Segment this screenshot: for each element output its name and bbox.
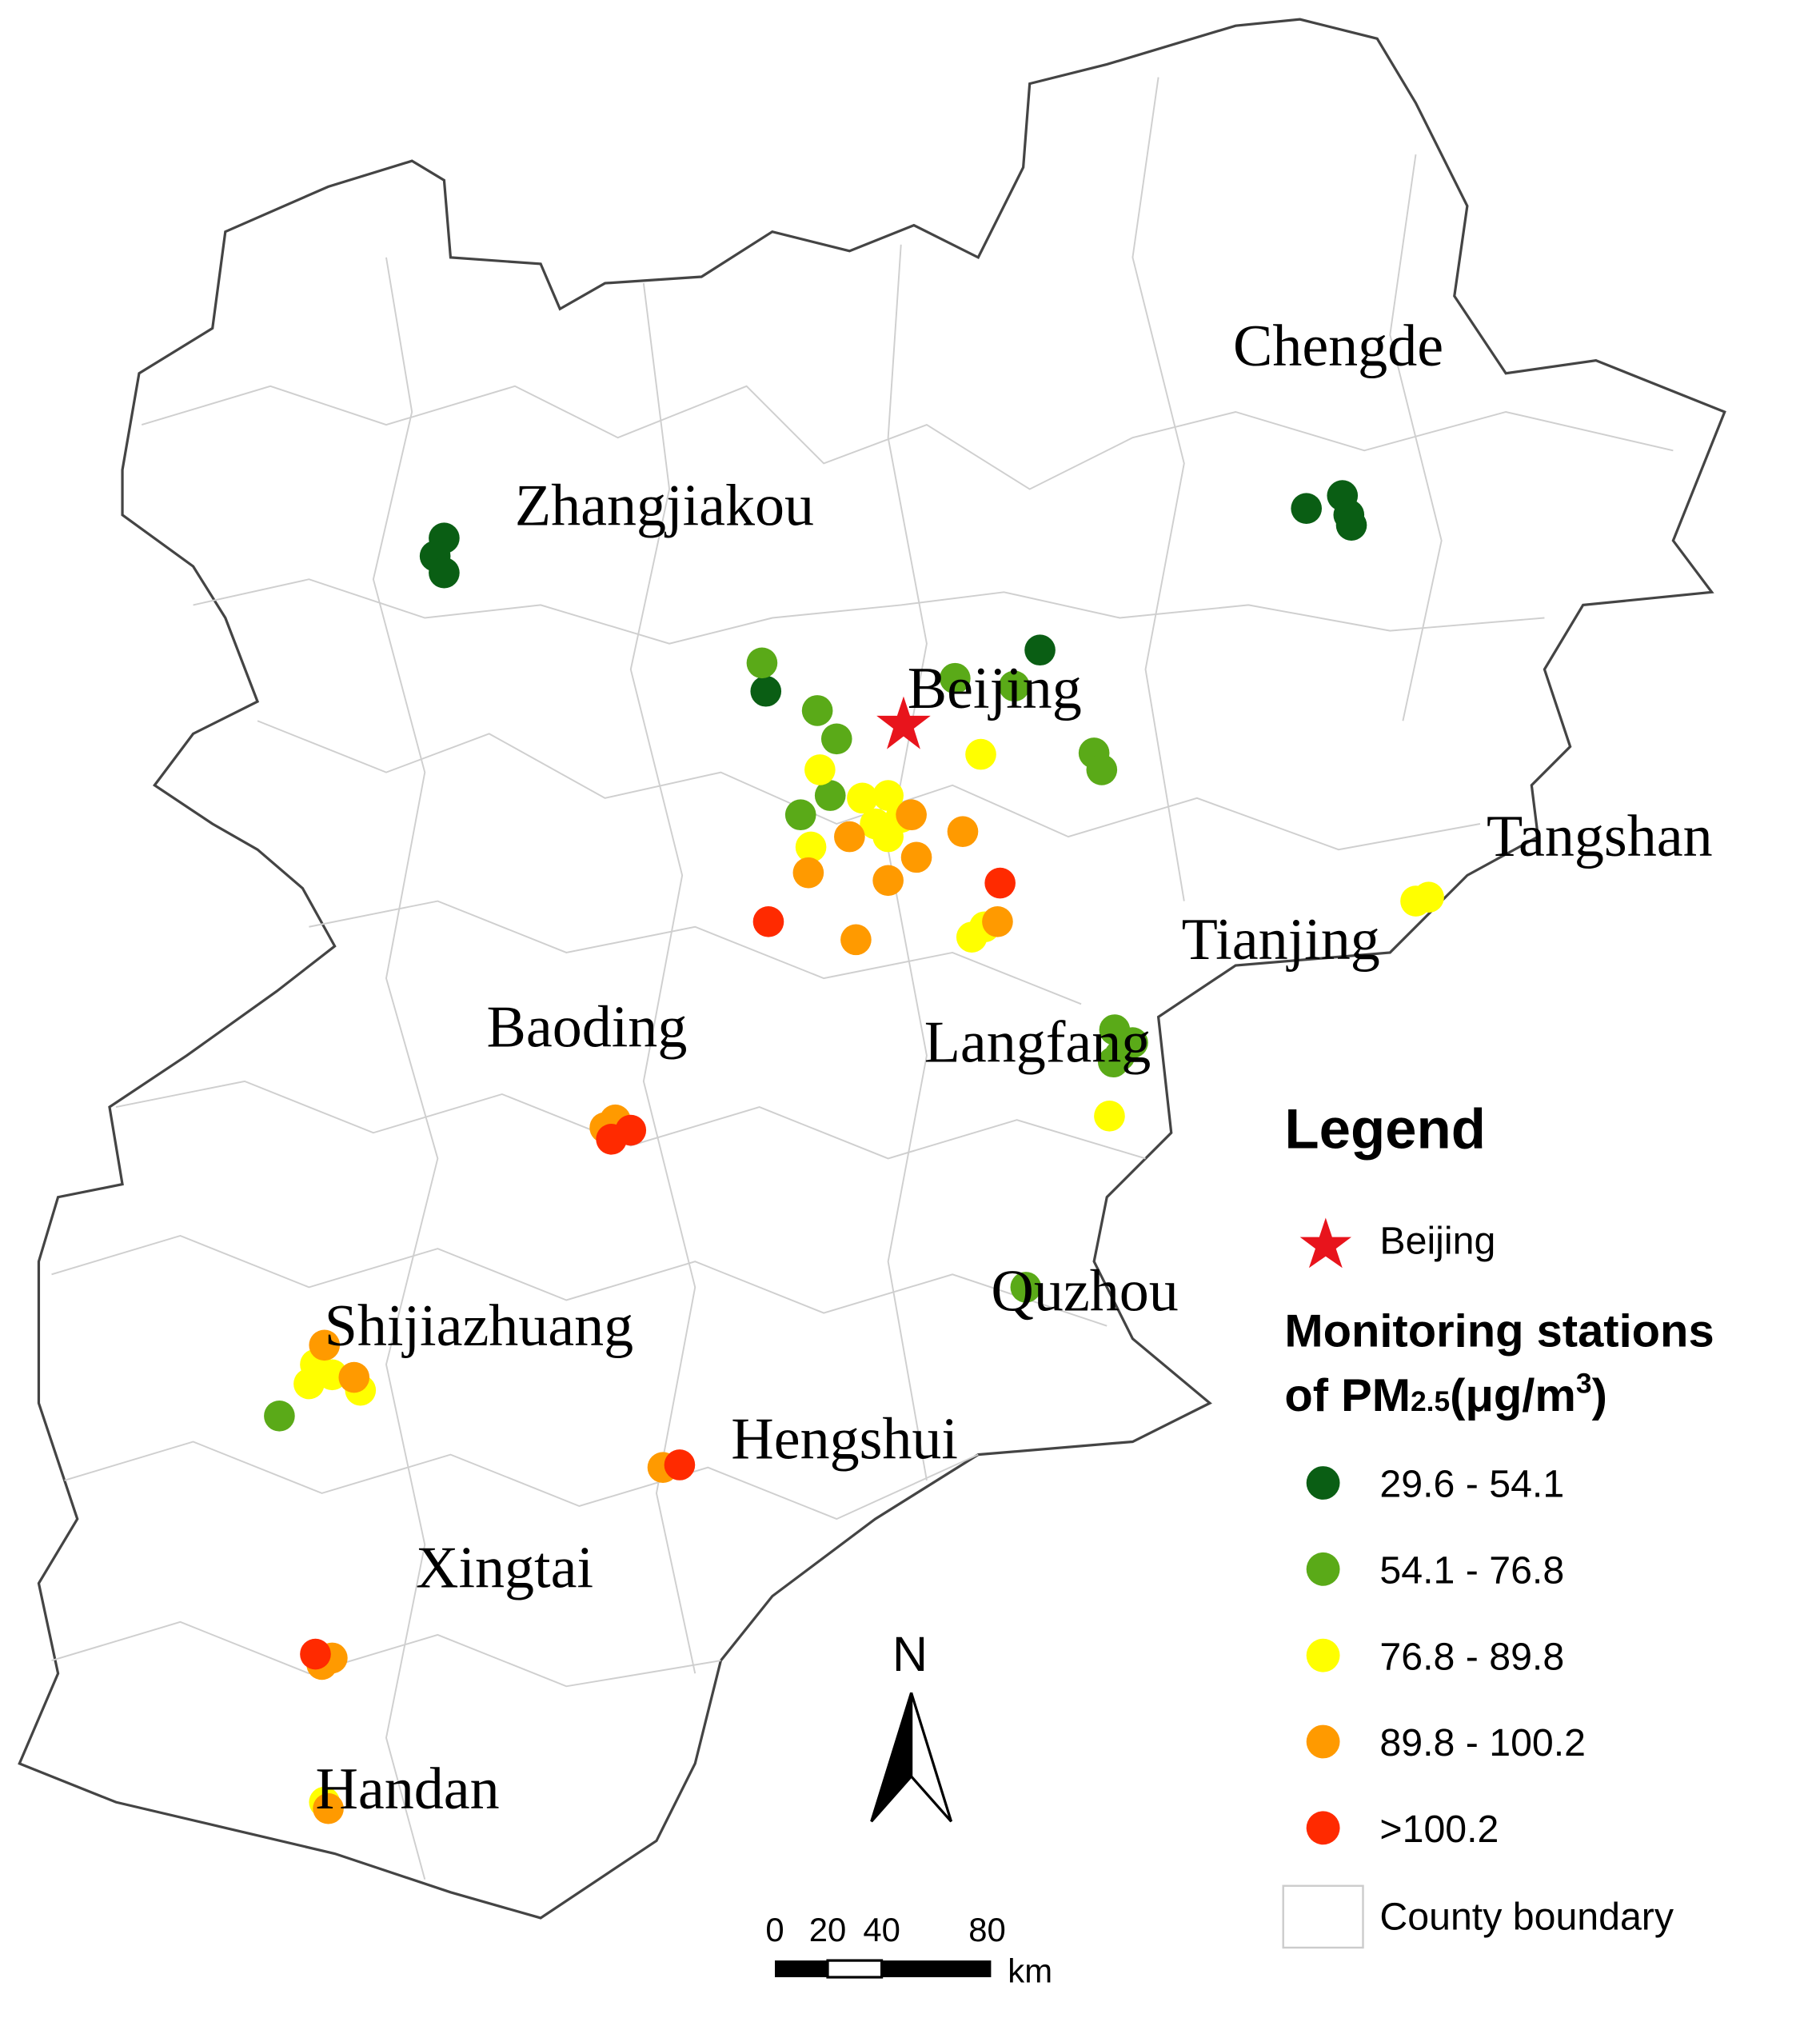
city-label: Chengde xyxy=(1233,314,1443,379)
stations xyxy=(264,480,1444,1824)
station xyxy=(300,1638,331,1670)
station xyxy=(999,670,1030,702)
legend-class-label: 76.8 - 89.8 xyxy=(1379,1635,1564,1678)
scale-label: 20 xyxy=(809,1911,847,1948)
legend-class-label: 54.1 - 76.8 xyxy=(1379,1549,1564,1592)
station xyxy=(1024,634,1056,666)
station xyxy=(746,647,778,679)
station xyxy=(752,906,784,937)
station xyxy=(750,675,782,707)
legend-swatch xyxy=(1306,1638,1340,1672)
city-label: Zhangjiakou xyxy=(515,474,814,539)
legend-swatch xyxy=(1306,1724,1340,1759)
station xyxy=(795,831,827,863)
station xyxy=(792,857,824,889)
city-label: Beijing xyxy=(908,656,1082,721)
legend-class-label: >100.2 xyxy=(1379,1808,1499,1851)
legend-class-label: 89.8 - 100.2 xyxy=(1379,1721,1586,1764)
station xyxy=(965,738,996,770)
legend-swatch xyxy=(1306,1466,1340,1500)
city-label: Tianjing xyxy=(1182,907,1380,973)
city-labels: Chengde Zhangjiakou Beijing Tangshan Tianjin… xyxy=(315,314,1712,1822)
station xyxy=(1335,509,1367,541)
north-arrow: N xyxy=(870,1627,953,1823)
unit-sup: 3 xyxy=(1576,1367,1592,1399)
station xyxy=(984,867,1016,899)
station xyxy=(1413,881,1444,913)
unit-part: of PM xyxy=(1284,1370,1411,1421)
city-label: Hengshui xyxy=(731,1406,958,1472)
legend-class-label: 29.6 - 54.1 xyxy=(1379,1463,1564,1506)
city-label: Langfang xyxy=(924,1010,1151,1076)
station xyxy=(664,1449,696,1481)
station xyxy=(784,799,816,831)
station xyxy=(834,821,865,853)
capital-star xyxy=(876,696,931,749)
station xyxy=(1117,1027,1148,1058)
station xyxy=(804,754,836,785)
station xyxy=(309,1329,341,1361)
legend-stations-title: Monitoring stations xyxy=(1284,1305,1714,1357)
north-label: N xyxy=(892,1627,928,1681)
station xyxy=(1086,754,1118,785)
station xyxy=(820,723,852,755)
unit-sub: 2.5 xyxy=(1411,1385,1450,1417)
station xyxy=(1094,1101,1125,1132)
legend-swatch xyxy=(1306,1552,1340,1586)
city-label: Tangshan xyxy=(1487,804,1713,869)
scale-bar: km 0 20 40 80 xyxy=(765,1911,1052,1990)
station xyxy=(847,782,878,814)
city-label: Xingtai xyxy=(416,1535,593,1600)
station xyxy=(801,695,833,726)
station xyxy=(1010,1272,1042,1303)
station xyxy=(615,1114,647,1146)
unit-part: ) xyxy=(1592,1370,1607,1421)
legend-boundary-swatch xyxy=(1282,1884,1364,1949)
station xyxy=(947,816,979,847)
city-label: Shijiazhuang xyxy=(325,1293,633,1359)
station xyxy=(1097,1046,1129,1078)
legend-star xyxy=(1299,1217,1352,1269)
scale-label: 40 xyxy=(863,1911,900,1948)
station xyxy=(982,906,1013,937)
legend-capital-label: Beijing xyxy=(1379,1220,1495,1263)
station xyxy=(429,557,460,589)
legend-title: Legend xyxy=(1284,1098,1486,1161)
city-label: Handan xyxy=(315,1756,499,1822)
station xyxy=(896,799,927,831)
station xyxy=(1291,493,1323,525)
station xyxy=(338,1361,370,1393)
legend-boundary-label: County boundary xyxy=(1379,1895,1674,1938)
legend-swatch xyxy=(1306,1811,1340,1845)
legend: Legend Beijing Monitoring stations of PM… xyxy=(1282,1098,1714,1949)
scale-label: 80 xyxy=(968,1911,1006,1948)
scale-unit: km xyxy=(1008,1952,1052,1989)
station xyxy=(264,1401,295,1432)
station xyxy=(872,865,904,897)
station xyxy=(814,780,846,811)
city-label: Baoding xyxy=(487,994,688,1060)
station xyxy=(840,924,872,956)
station xyxy=(940,662,971,694)
station xyxy=(900,841,932,873)
station xyxy=(293,1368,325,1400)
station xyxy=(313,1792,344,1824)
unit-part: (μg/m xyxy=(1450,1370,1576,1421)
station xyxy=(872,821,904,853)
legend-stations-unit: of PM2.5(μg/m3) xyxy=(1284,1367,1607,1421)
city-label: Quzhou xyxy=(991,1258,1178,1324)
scale-label: 0 xyxy=(765,1911,784,1948)
